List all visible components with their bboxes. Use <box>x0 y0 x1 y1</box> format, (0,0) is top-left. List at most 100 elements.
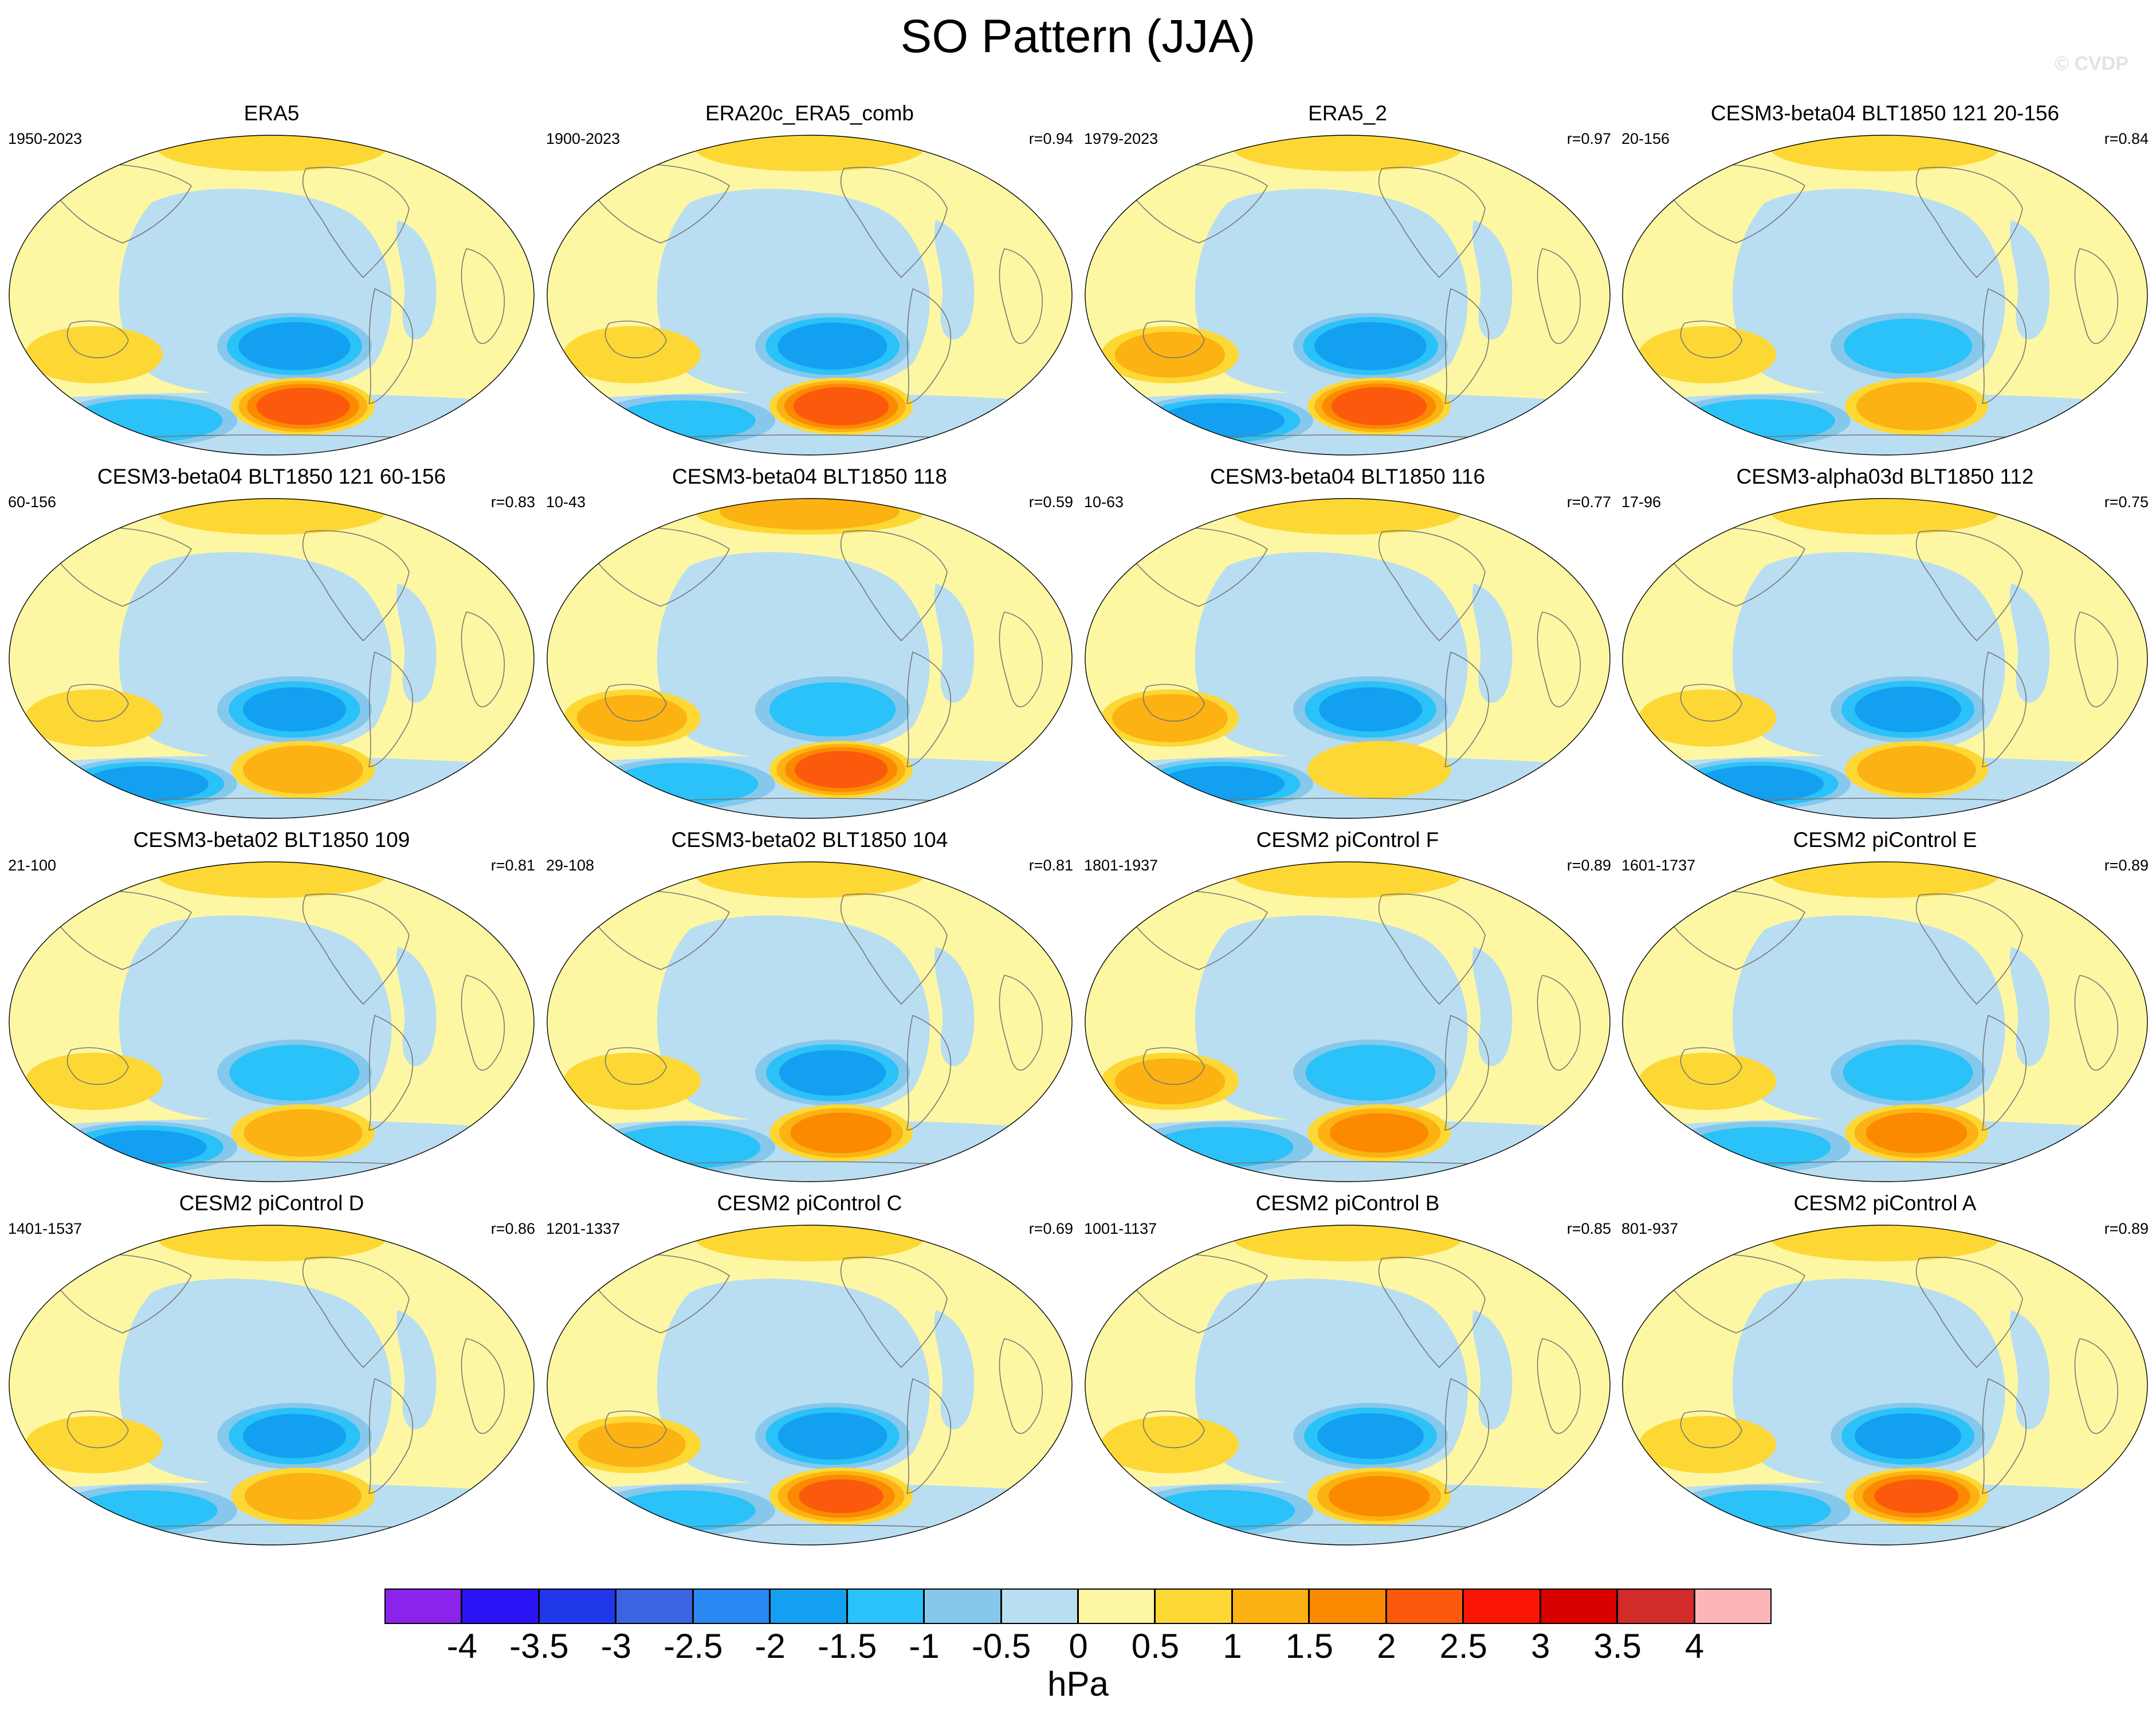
map-panel: CESM2 piControl F 1801-1937 r=0.89 <box>1084 827 1611 1183</box>
south-america-outline <box>1444 1014 1490 1131</box>
panel-years: 29-108 <box>546 857 595 874</box>
colorbar-tick-label: 3 <box>1530 1627 1550 1665</box>
colorbar-tick-label: 0.5 <box>1131 1627 1180 1665</box>
australia-outline <box>604 684 667 722</box>
south-america-outline <box>906 1378 952 1494</box>
south-america-outline <box>1444 651 1490 767</box>
north-america-outline <box>1915 1257 2023 1368</box>
southern-ocean-negative-anomaly <box>54 758 237 810</box>
pacific-negative-anomaly <box>1293 1040 1448 1106</box>
pacific-negative-anomaly <box>1831 313 1985 379</box>
robinson-map <box>1622 861 2148 1182</box>
australia-outline <box>1680 1047 1742 1085</box>
pacific-negative-anomaly <box>1831 1040 1985 1106</box>
colorbar-tick-label: 1 <box>1223 1627 1242 1665</box>
panel-title: CESM3-beta04 BLT1850 118 <box>672 465 947 488</box>
map-panel: CESM2 piControl D 1401-1537 r=0.86 <box>8 1191 535 1546</box>
atlantic-region <box>396 220 437 340</box>
southern-positive-anomaly <box>1307 741 1451 798</box>
map-border <box>1622 135 2148 456</box>
indian-positive-anomaly <box>1639 326 1776 383</box>
southern-positive-anomaly <box>1845 1104 1988 1162</box>
map-border <box>1622 1225 2148 1546</box>
south-america-outline <box>1982 1378 2027 1494</box>
colorbar-cell <box>461 1589 539 1624</box>
south-america-outline <box>368 1014 414 1131</box>
north-america-outline <box>840 1257 948 1368</box>
colorbar-tick-label: 2 <box>1377 1627 1396 1665</box>
colorbar-tick-label: 0 <box>1069 1627 1088 1665</box>
indian-positive-anomaly <box>1101 1416 1239 1473</box>
map-border <box>547 135 1073 456</box>
north-america-outline <box>1915 530 2023 642</box>
south-america-outline <box>368 288 414 404</box>
panel-correlation: r=0.81 <box>490 857 535 874</box>
atlantic-region <box>1472 947 1513 1066</box>
cvdp-watermark: © CVDP <box>2055 53 2128 74</box>
australia-outline <box>604 1410 667 1449</box>
panel-years: 21-100 <box>8 857 57 874</box>
southern-ocean-negative-anomaly <box>1667 1485 1851 1536</box>
panel-correlation: r=0.94 <box>1028 130 1073 147</box>
indian-positive-anomaly <box>1101 1053 1239 1110</box>
australia-outline <box>1142 684 1205 722</box>
north-america-outline <box>840 167 948 279</box>
north-america-outline <box>1915 893 2023 1005</box>
robinson-map <box>547 135 1073 456</box>
map-border <box>9 861 535 1182</box>
africa-outline <box>2074 975 2119 1071</box>
north-america-outline <box>1378 530 1486 642</box>
north-america-outline <box>302 530 410 642</box>
colorbar-cell <box>692 1589 771 1624</box>
map-border <box>9 498 535 819</box>
africa-outline <box>2074 248 2119 344</box>
robinson-map <box>547 1225 1073 1546</box>
panel-years: 1001-1137 <box>1084 1220 1157 1237</box>
figure-title: SO Pattern (JJA) <box>900 10 1256 62</box>
africa-outline <box>1537 1338 1581 1434</box>
australia-outline <box>66 684 129 722</box>
panel-correlation: r=0.84 <box>2104 130 2149 147</box>
southern-ocean-negative-anomaly <box>1130 1121 1313 1173</box>
colorbar-cell <box>615 1589 693 1624</box>
pacific-negative-anomaly <box>1293 313 1448 379</box>
panel-years: 17-96 <box>1621 493 1662 511</box>
africa-outline <box>1537 248 1581 344</box>
colorbar-cell <box>769 1589 847 1624</box>
panel-title: CESM2 piControl F <box>1256 828 1439 852</box>
map-panel: ERA20c_ERA5_comb 1900-2023 r=0.94 <box>546 101 1073 456</box>
australia-outline <box>1142 1047 1205 1085</box>
colorbar-cell <box>846 1589 925 1624</box>
pacific-negative-anomaly <box>755 313 910 379</box>
panel-correlation: r=0.69 <box>1028 1220 1073 1237</box>
africa-outline <box>999 975 1043 1071</box>
southern-positive-anomaly <box>1307 378 1451 435</box>
southern-ocean-negative-anomaly <box>592 758 775 810</box>
map-border <box>9 1225 535 1546</box>
southern-ocean-negative-anomaly <box>54 1121 237 1173</box>
africa-outline <box>2074 1338 2119 1434</box>
map-panel: CESM3-beta04 BLT1850 121 20-156 20-156 r=0… <box>1621 101 2149 456</box>
africa-outline <box>461 248 505 344</box>
panel-title: CESM2 piControl A <box>1793 1191 1977 1215</box>
atlantic-region <box>396 583 437 703</box>
atlantic-region <box>1472 583 1513 703</box>
map-panel: CESM3-beta02 BLT1850 109 21-100 r=0.81 <box>8 827 535 1183</box>
africa-outline <box>999 611 1043 708</box>
panel-correlation: r=0.89 <box>1566 857 1611 874</box>
panel-title: CESM2 piControl D <box>179 1191 364 1215</box>
south-america-outline <box>368 651 414 767</box>
africa-outline <box>999 248 1043 344</box>
southern-ocean-negative-anomaly <box>1130 1485 1313 1536</box>
north-america-outline <box>1915 167 2023 279</box>
map-border <box>1085 135 1611 456</box>
indian-positive-anomaly <box>25 1416 163 1473</box>
colorbar-labels: -4 -3.5 -3 -2.5 -2 -1.5 -1 -0.5 0 0.5 1 1.5 2 2.5 3 3.5… <box>385 1626 1772 1666</box>
africa-outline <box>461 1338 505 1434</box>
southern-positive-anomaly <box>1307 1468 1451 1525</box>
africa-outline <box>999 1338 1043 1434</box>
southern-positive-anomaly <box>769 1104 913 1162</box>
pacific-negative-anomaly <box>1831 676 1985 743</box>
southern-positive-anomaly <box>769 1468 913 1525</box>
panel-years: 1401-1537 <box>8 1220 83 1237</box>
